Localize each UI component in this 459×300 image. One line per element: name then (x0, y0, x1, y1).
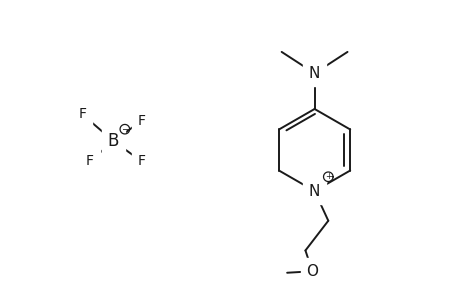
Text: F: F (78, 107, 86, 121)
Text: F: F (137, 154, 145, 168)
Text: −: − (121, 125, 129, 134)
Text: F: F (86, 154, 94, 168)
Text: N: N (308, 66, 319, 81)
Text: F: F (137, 114, 145, 128)
Text: O: O (306, 264, 318, 279)
Text: +: + (324, 172, 331, 181)
Text: B: B (107, 132, 119, 150)
Text: N: N (308, 184, 319, 199)
